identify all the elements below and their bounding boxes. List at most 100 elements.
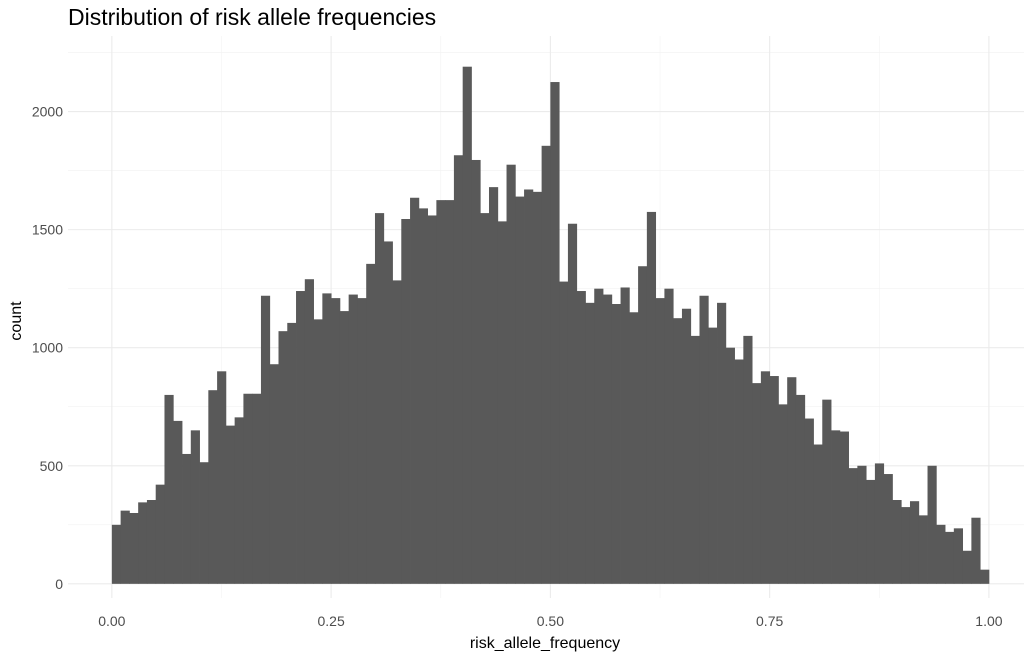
histogram-bars <box>111 66 990 584</box>
histogram-bar <box>480 213 490 584</box>
histogram-bar <box>296 291 306 584</box>
histogram-bar <box>269 364 279 584</box>
y-tick-label: 1000 <box>32 340 63 356</box>
x-tick-label: 0.25 <box>317 613 344 629</box>
chart-title: Distribution of risk allele frequencies <box>68 4 437 30</box>
histogram-bar <box>892 500 902 584</box>
histogram-bar <box>629 312 639 584</box>
histogram-bar <box>962 550 972 584</box>
histogram-bar <box>611 304 621 584</box>
histogram-bar <box>190 430 200 584</box>
histogram-bar <box>401 219 411 584</box>
histogram-bar <box>620 287 630 584</box>
histogram-bar <box>664 288 674 584</box>
y-tick-label: 2000 <box>32 104 63 120</box>
histogram-bar <box>603 294 613 584</box>
histogram-bar <box>436 200 446 584</box>
histogram-bar <box>410 197 420 584</box>
histogram-bar <box>839 431 849 584</box>
histogram-bar <box>488 187 499 584</box>
histogram-bar <box>453 155 464 584</box>
histogram-bar <box>515 196 525 584</box>
histogram-bar <box>760 371 771 584</box>
histogram-bar <box>208 390 218 584</box>
histogram-bar <box>874 463 885 584</box>
x-tick-labels: 0.00 0.25 0.50 0.75 1.00 <box>98 613 1003 629</box>
histogram-bar <box>225 425 236 584</box>
histogram-bar <box>717 302 727 584</box>
histogram-bar <box>822 399 832 584</box>
histogram-bar <box>945 531 955 584</box>
histogram-bar <box>506 164 516 584</box>
histogram-bar <box>260 295 271 584</box>
x-axis-title: risk_allele_frequency <box>470 635 620 652</box>
histogram-bar <box>164 394 174 584</box>
histogram-bar <box>173 420 183 584</box>
histogram-bar <box>734 359 744 584</box>
histogram-bar <box>936 524 946 584</box>
histogram-bar <box>252 393 262 584</box>
histogram-bar <box>471 159 481 584</box>
histogram-bar <box>331 298 341 584</box>
y-tick-label: 500 <box>40 458 64 474</box>
histogram-bar <box>778 404 788 584</box>
histogram-bar <box>532 191 543 584</box>
histogram-bar <box>129 512 139 584</box>
histogram-bar <box>866 479 876 584</box>
y-tick-label: 0 <box>55 576 63 592</box>
x-tick-label: 1.00 <box>975 613 1002 629</box>
histogram-bar <box>883 474 893 584</box>
histogram-bar <box>374 213 385 584</box>
histogram-bar <box>927 465 937 584</box>
histogram-bar <box>918 515 928 584</box>
histogram-bar <box>524 189 534 584</box>
histogram-bar <box>857 465 867 584</box>
histogram-bar <box>418 208 428 584</box>
histogram-bar <box>278 331 288 584</box>
histogram-bar <box>901 507 911 584</box>
histogram-bar <box>655 298 665 584</box>
histogram-bar <box>287 322 297 584</box>
histogram-bar <box>953 528 964 584</box>
histogram-bar <box>217 371 227 584</box>
histogram-bar <box>138 502 148 584</box>
histogram-bar <box>673 318 683 584</box>
histogram-bar <box>182 453 192 584</box>
histogram-bar <box>769 376 779 584</box>
histogram-bar <box>243 393 253 584</box>
histogram-bar <box>427 215 437 584</box>
histogram-bar <box>497 221 507 584</box>
histogram-bar <box>234 417 244 584</box>
histogram-bar <box>576 291 586 584</box>
y-axis-title: count <box>8 301 25 341</box>
histogram-bar <box>585 302 595 584</box>
histogram-bar <box>909 501 920 584</box>
histogram-bar <box>111 524 122 584</box>
histogram-bar <box>155 484 165 584</box>
histogram-bar <box>848 468 858 584</box>
histogram-bar <box>357 298 367 584</box>
histogram-bar <box>313 319 323 584</box>
y-tick-labels: 0 500 1000 1500 2000 <box>32 104 63 592</box>
histogram-bar <box>681 308 692 584</box>
histogram-bar <box>646 211 657 584</box>
histogram-bar <box>752 383 762 584</box>
histogram-bar <box>541 145 551 584</box>
histogram-bar <box>804 418 814 584</box>
histogram-bar <box>699 295 709 584</box>
histogram-bar <box>392 280 402 584</box>
histogram-bar <box>594 288 604 584</box>
histogram-bar <box>725 347 735 584</box>
x-tick-label: 0.50 <box>537 613 564 629</box>
x-tick-label: 0.75 <box>756 613 783 629</box>
histogram-bar <box>638 266 648 584</box>
histogram-bar <box>348 294 358 584</box>
histogram-bar <box>199 462 209 584</box>
histogram-bar <box>795 394 806 584</box>
histogram-bar <box>339 311 350 584</box>
histogram-bar <box>366 263 376 584</box>
histogram-bar <box>559 281 569 584</box>
histogram-bar <box>690 335 700 584</box>
histogram-bar <box>567 223 578 584</box>
histogram-bar <box>980 569 990 584</box>
